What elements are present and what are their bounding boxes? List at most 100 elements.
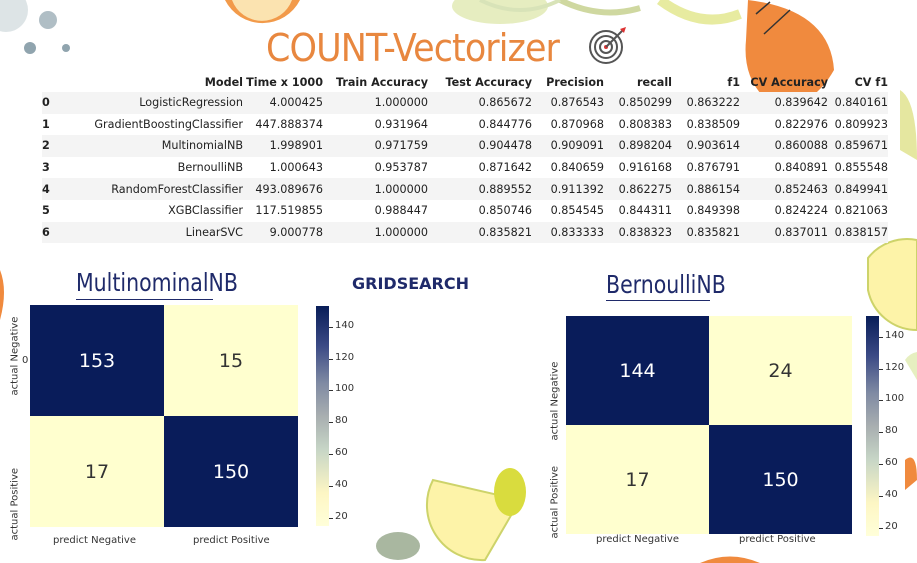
table-cell: 0.904478 xyxy=(428,135,532,157)
cell-false-negative: 17 xyxy=(30,416,164,527)
table-cell: 0.850299 xyxy=(604,92,672,114)
table-cell: 0.838323 xyxy=(604,221,672,244)
table-cell: 0.833333 xyxy=(532,221,604,244)
table-cell: 0.886154 xyxy=(672,178,740,200)
table-row: 0 LogisticRegression 4.000425 1.000000 0.865… xyxy=(42,92,888,114)
matrix-title-underline xyxy=(76,299,213,300)
cell-true-negative: 144 xyxy=(566,316,709,425)
table-header: CV f1 xyxy=(854,75,888,89)
table-cell: BernoulliNB xyxy=(177,161,243,175)
colorbar-tick-label: 120 xyxy=(335,351,355,363)
table-cell: 0.840659 xyxy=(550,161,604,175)
colorbar-tick-label: 100 xyxy=(335,383,355,395)
y-label-actual-negative: actual Negative xyxy=(549,361,561,441)
table-cell: 0.835821 xyxy=(428,221,532,244)
colorbar-tick-mark xyxy=(879,400,883,402)
table-cell: 0.844311 xyxy=(618,204,672,218)
table-cell: MultinomialNB xyxy=(64,135,243,157)
table-cell: XGBClassifier xyxy=(168,204,243,218)
table-cell: 0.809923 xyxy=(834,117,888,131)
table-row: 3 BernoulliNB 1.000643 0.953787 0.871642 0.84… xyxy=(42,157,888,179)
table-cell: 0.871642 xyxy=(478,161,532,175)
table-header: CV Accuracy xyxy=(750,75,828,89)
matrix-title-multinomial: MultinominalNB xyxy=(76,268,238,297)
results-table: Model Time x 1000 Train Accuracy Test Ac… xyxy=(42,72,888,244)
table-cell: 0.903614 xyxy=(672,135,740,157)
colorbar-tick-mark xyxy=(879,432,883,434)
table-header: Precision xyxy=(546,75,604,89)
table-cell: 0.824224 xyxy=(774,204,828,218)
colorbar-tick-label: 40 xyxy=(335,479,348,491)
colorbar-tick-label: 140 xyxy=(885,329,905,341)
table-row: 1 GradientBoostingClassifier 447.888374 0.9… xyxy=(42,114,888,136)
x-label-predict-negative: predict Negative xyxy=(53,535,136,546)
table-cell: 0.808383 xyxy=(618,117,672,131)
table-cell: 0.898204 xyxy=(604,135,672,157)
x-label-predict-negative: predict Negative xyxy=(596,534,679,545)
table-cell: LinearSVC xyxy=(64,221,243,244)
cell-true-positive: 150 xyxy=(709,425,852,534)
table-cell: 493.089676 xyxy=(243,178,323,200)
table-cell: 0.840161 xyxy=(828,92,888,114)
cell-false-positive: 24 xyxy=(709,316,852,425)
table-cell: 0.860088 xyxy=(740,135,828,157)
row-index: 0 xyxy=(42,92,64,114)
table-cell: 1.998901 xyxy=(243,135,323,157)
table-cell: 0.971759 xyxy=(323,135,428,157)
table-header: f1 xyxy=(727,75,740,89)
x-label-predict-positive: predict Positive xyxy=(739,534,816,545)
table-cell: 0.854545 xyxy=(550,204,604,218)
colorbar-tick-label: 60 xyxy=(335,447,348,459)
table-cell: 9.000778 xyxy=(243,221,323,244)
row-index: 4 xyxy=(42,178,64,200)
colorbar-tick-mark xyxy=(329,454,333,456)
table-header: Test Accuracy xyxy=(445,75,532,89)
colorbar-tick-label: 20 xyxy=(335,511,348,523)
cell-true-negative: 153 xyxy=(30,305,164,416)
table-cell: 117.519855 xyxy=(255,204,323,218)
table-cell: 1.000000 xyxy=(323,92,428,114)
table-row: 6 LinearSVC 9.000778 1.000000 0.835821 0.8333… xyxy=(42,221,888,244)
table-cell: 0.876543 xyxy=(532,92,604,114)
colorbar-tick-mark xyxy=(879,528,883,530)
table-cell: 0.838157 xyxy=(828,221,888,244)
table-cell: 1.000000 xyxy=(323,178,428,200)
table-row: 5 XGBClassifier 117.519855 0.988447 0.850746… xyxy=(42,200,888,222)
table-cell: RandomForestClassifier xyxy=(64,178,243,200)
confusion-matrix-multinomial: 153 15 17 150 xyxy=(30,305,298,527)
gridsearch-label: GRIDSEARCH xyxy=(352,274,469,293)
colorbar-tick-mark xyxy=(879,464,883,466)
table-header xyxy=(42,72,64,92)
colorbar-tick-label: 120 xyxy=(885,361,905,373)
table-cell: 0.859671 xyxy=(828,135,888,157)
table-cell: 0.837011 xyxy=(740,221,828,244)
table-row: 4 RandomForestClassifier 493.089676 1.00000… xyxy=(42,178,888,200)
matrix-title-bernoulli: BernoulliNB xyxy=(606,270,726,299)
table-cell: 0.850746 xyxy=(478,204,532,218)
table-header: Model xyxy=(204,75,243,89)
table-header: Train Accuracy xyxy=(335,75,428,89)
row-index: 2 xyxy=(42,135,64,157)
colorbar-tick-mark xyxy=(329,486,333,488)
table-cell: 0.988447 xyxy=(374,204,428,218)
row-index: 3 xyxy=(42,161,50,175)
target-icon xyxy=(589,27,626,64)
table-cell: 0.931964 xyxy=(374,117,428,131)
cell-true-positive: 150 xyxy=(164,416,298,527)
table-cell: 0.821063 xyxy=(834,204,888,218)
x-label-predict-positive: predict Positive xyxy=(193,535,270,546)
cell-false-positive: 15 xyxy=(164,305,298,416)
table-cell: 0.840891 xyxy=(774,161,828,175)
table-cell: LogisticRegression xyxy=(64,92,243,114)
table-cell: 447.888374 xyxy=(255,117,323,131)
colorbar-tick-label: 20 xyxy=(885,521,898,533)
colorbar-tick-label: 100 xyxy=(885,393,905,405)
row-index: 1 xyxy=(42,117,50,131)
y-label-actual-negative: actual Negative xyxy=(9,316,21,396)
table-cell: 0.870968 xyxy=(550,117,604,131)
colorbar-tick-mark xyxy=(329,390,333,392)
table-cell: 1.000000 xyxy=(323,221,428,244)
table-cell: 0.838509 xyxy=(686,117,740,131)
row-index: 5 xyxy=(42,204,50,218)
